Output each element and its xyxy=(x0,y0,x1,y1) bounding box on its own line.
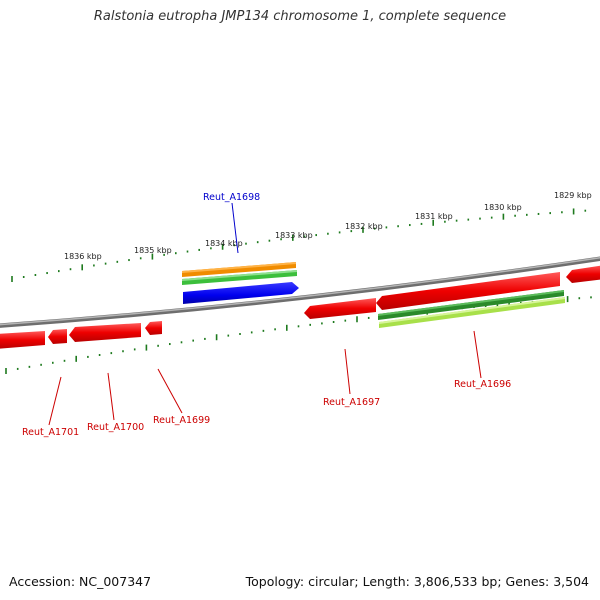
callout-line-reut-a1698 xyxy=(231,202,239,254)
gene-arrows xyxy=(0,265,600,349)
callout-line-reut-a1697 xyxy=(344,348,351,395)
callout-lines xyxy=(48,202,482,426)
kbp-label-group: 1836 kbp 1835 kbp 1834 kbp 1833 kbp 1832… xyxy=(64,191,592,261)
callout-line-reut-a1701 xyxy=(48,376,62,426)
accession-text: Accession: NC_007347 xyxy=(9,574,152,589)
kbp-label: 1834 kbp xyxy=(205,239,243,248)
gene-arrow[interactable] xyxy=(0,331,45,349)
kbp-label: 1829 kbp xyxy=(554,191,592,200)
kbp-label: 1835 kbp xyxy=(134,246,172,255)
gene-arrow-reut-a1701[interactable] xyxy=(48,329,67,344)
gene-label-reut-a1700[interactable]: Reut_A1700 xyxy=(87,422,144,433)
gene-label-group: Reut_A1698 Reut_A1701 Reut_A1700 Reut_A1… xyxy=(22,192,511,438)
chromosome-backbone xyxy=(0,256,600,328)
callout-line-reut-a1696 xyxy=(473,330,482,379)
map-title: Ralstonia eutropha JMP134 chromosome 1, … xyxy=(93,9,507,24)
gene-label-reut-a1701[interactable]: Reut_A1701 xyxy=(22,427,79,438)
kbp-label: 1833 kbp xyxy=(275,231,313,240)
gene-arrow-reut-a1699[interactable] xyxy=(145,321,162,335)
gene-label-reut-a1696[interactable]: Reut_A1696 xyxy=(454,379,511,390)
gene-arrow-reut-a1698[interactable] xyxy=(183,282,299,304)
kbp-label: 1836 kbp xyxy=(64,252,102,261)
gene-label-reut-a1697[interactable]: Reut_A1697 xyxy=(323,397,380,408)
gene-label-reut-a1699[interactable]: Reut_A1699 xyxy=(153,415,210,426)
topology-summary: Topology: circular; Length: 3,806,533 bp… xyxy=(245,574,589,589)
feature-tracks-a1698 xyxy=(182,262,299,304)
gene-arrow-reut-a1700[interactable] xyxy=(69,323,141,342)
kbp-label: 1831 kbp xyxy=(415,212,453,221)
callout-line-reut-a1699 xyxy=(157,368,183,414)
gene-arrow[interactable] xyxy=(566,265,600,283)
kbp-label: 1830 kbp xyxy=(484,203,522,212)
gene-arrow-reut-a1697[interactable] xyxy=(304,298,376,319)
callout-line-reut-a1700 xyxy=(107,372,115,421)
gene-arrow-reut-a1696[interactable] xyxy=(376,272,560,310)
outer-tick-track xyxy=(11,208,587,282)
kbp-label: 1832 kbp xyxy=(345,222,383,231)
feature-tracks-a1696 xyxy=(378,290,565,328)
gene-label-reut-a1698[interactable]: Reut_A1698 xyxy=(203,192,260,203)
